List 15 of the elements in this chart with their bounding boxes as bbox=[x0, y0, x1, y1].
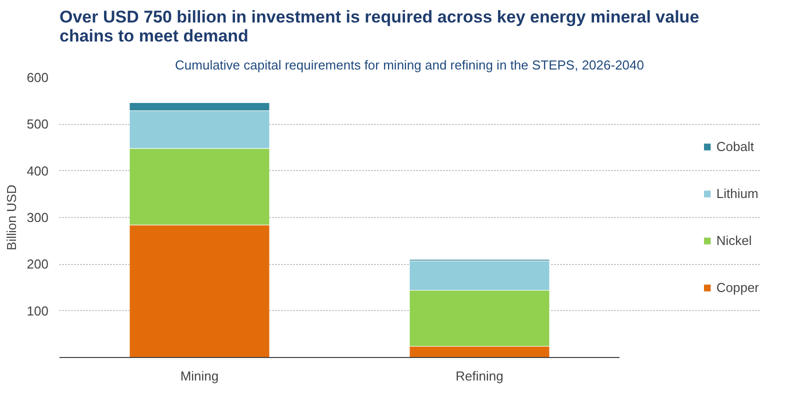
chart-subtitle: Cumulative capital requirements for mining and refining in the STEPS, 2026-2040 bbox=[175, 58, 644, 72]
y-tick-label: 600 bbox=[26, 70, 49, 85]
legend-label: Lithium bbox=[716, 186, 758, 201]
x-tick-label: Mining bbox=[180, 368, 219, 384]
y-tick-label: 500 bbox=[26, 116, 49, 132]
legend-label: Copper bbox=[716, 280, 759, 295]
legend-label: Cobalt bbox=[716, 139, 754, 154]
x-tick-label: Refining bbox=[456, 368, 504, 384]
y-axis-title: Billion USD bbox=[4, 184, 19, 250]
y-tick-label: 400 bbox=[26, 163, 49, 178]
chart-title: Over USD 750 billion in investment is required across key energy mineral value chains to meet demand bbox=[60, 8, 700, 46]
y-tick-label: 100 bbox=[26, 303, 49, 318]
legend-label: Nickel bbox=[716, 233, 752, 248]
y-tick-label: 300 bbox=[26, 210, 49, 225]
y-tick-label: 200 bbox=[26, 256, 49, 272]
